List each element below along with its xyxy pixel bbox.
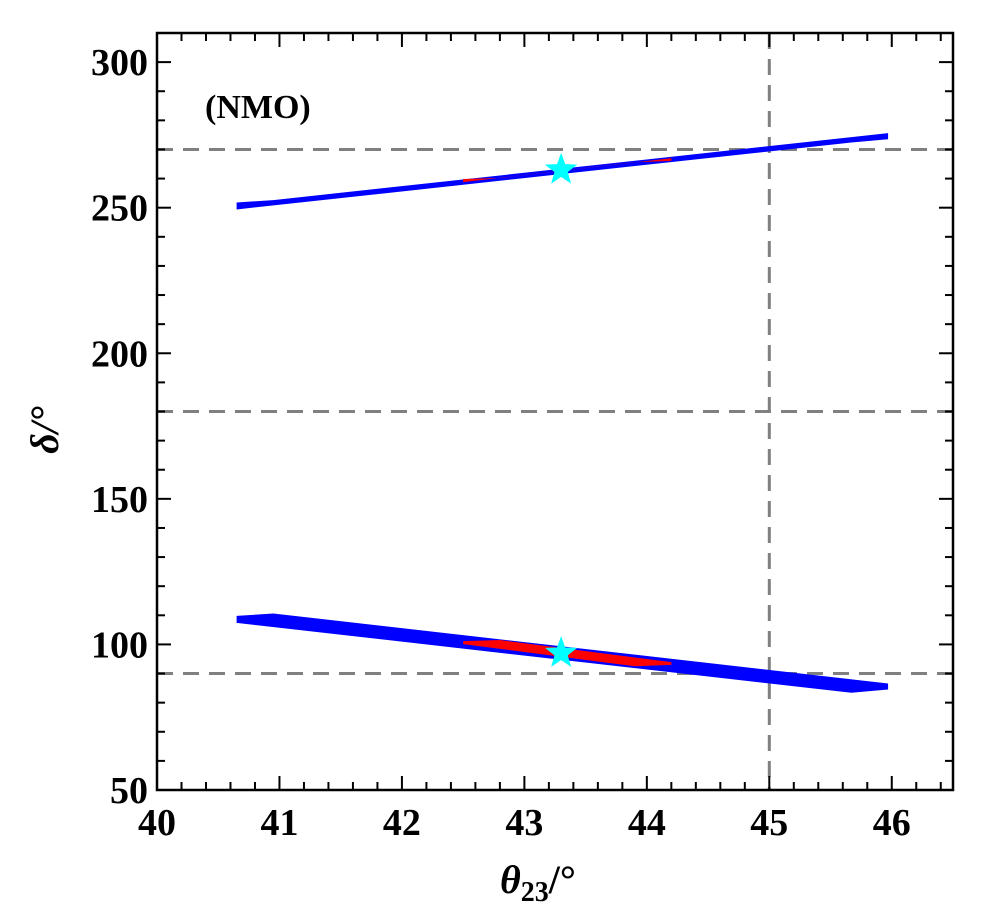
annotation-label: (NMO) bbox=[205, 89, 311, 126]
x-tick-label: 40 bbox=[138, 802, 176, 844]
x-tick-label: 45 bbox=[750, 802, 788, 844]
y-axis-label: δ/° bbox=[22, 406, 67, 454]
x-tick-label: 44 bbox=[628, 802, 666, 844]
x-tick-label: 41 bbox=[260, 802, 298, 844]
y-tick-label: 150 bbox=[91, 479, 148, 521]
x-tick-label: 43 bbox=[505, 802, 543, 844]
x-tick-label: 42 bbox=[383, 802, 421, 844]
y-tick-label: 300 bbox=[91, 42, 148, 84]
best-fit-star-marker bbox=[544, 636, 578, 667]
x-tick-label: 46 bbox=[873, 802, 911, 844]
plot-frame bbox=[155, 31, 955, 792]
y-tick-label: 50 bbox=[110, 770, 148, 812]
y-tick-label: 200 bbox=[91, 333, 148, 375]
y-tick-label: 100 bbox=[91, 624, 148, 666]
best-fit-star-marker bbox=[544, 152, 578, 184]
x-axis-label: θ23/° bbox=[500, 857, 576, 907]
y-tick-label: 250 bbox=[91, 188, 148, 230]
